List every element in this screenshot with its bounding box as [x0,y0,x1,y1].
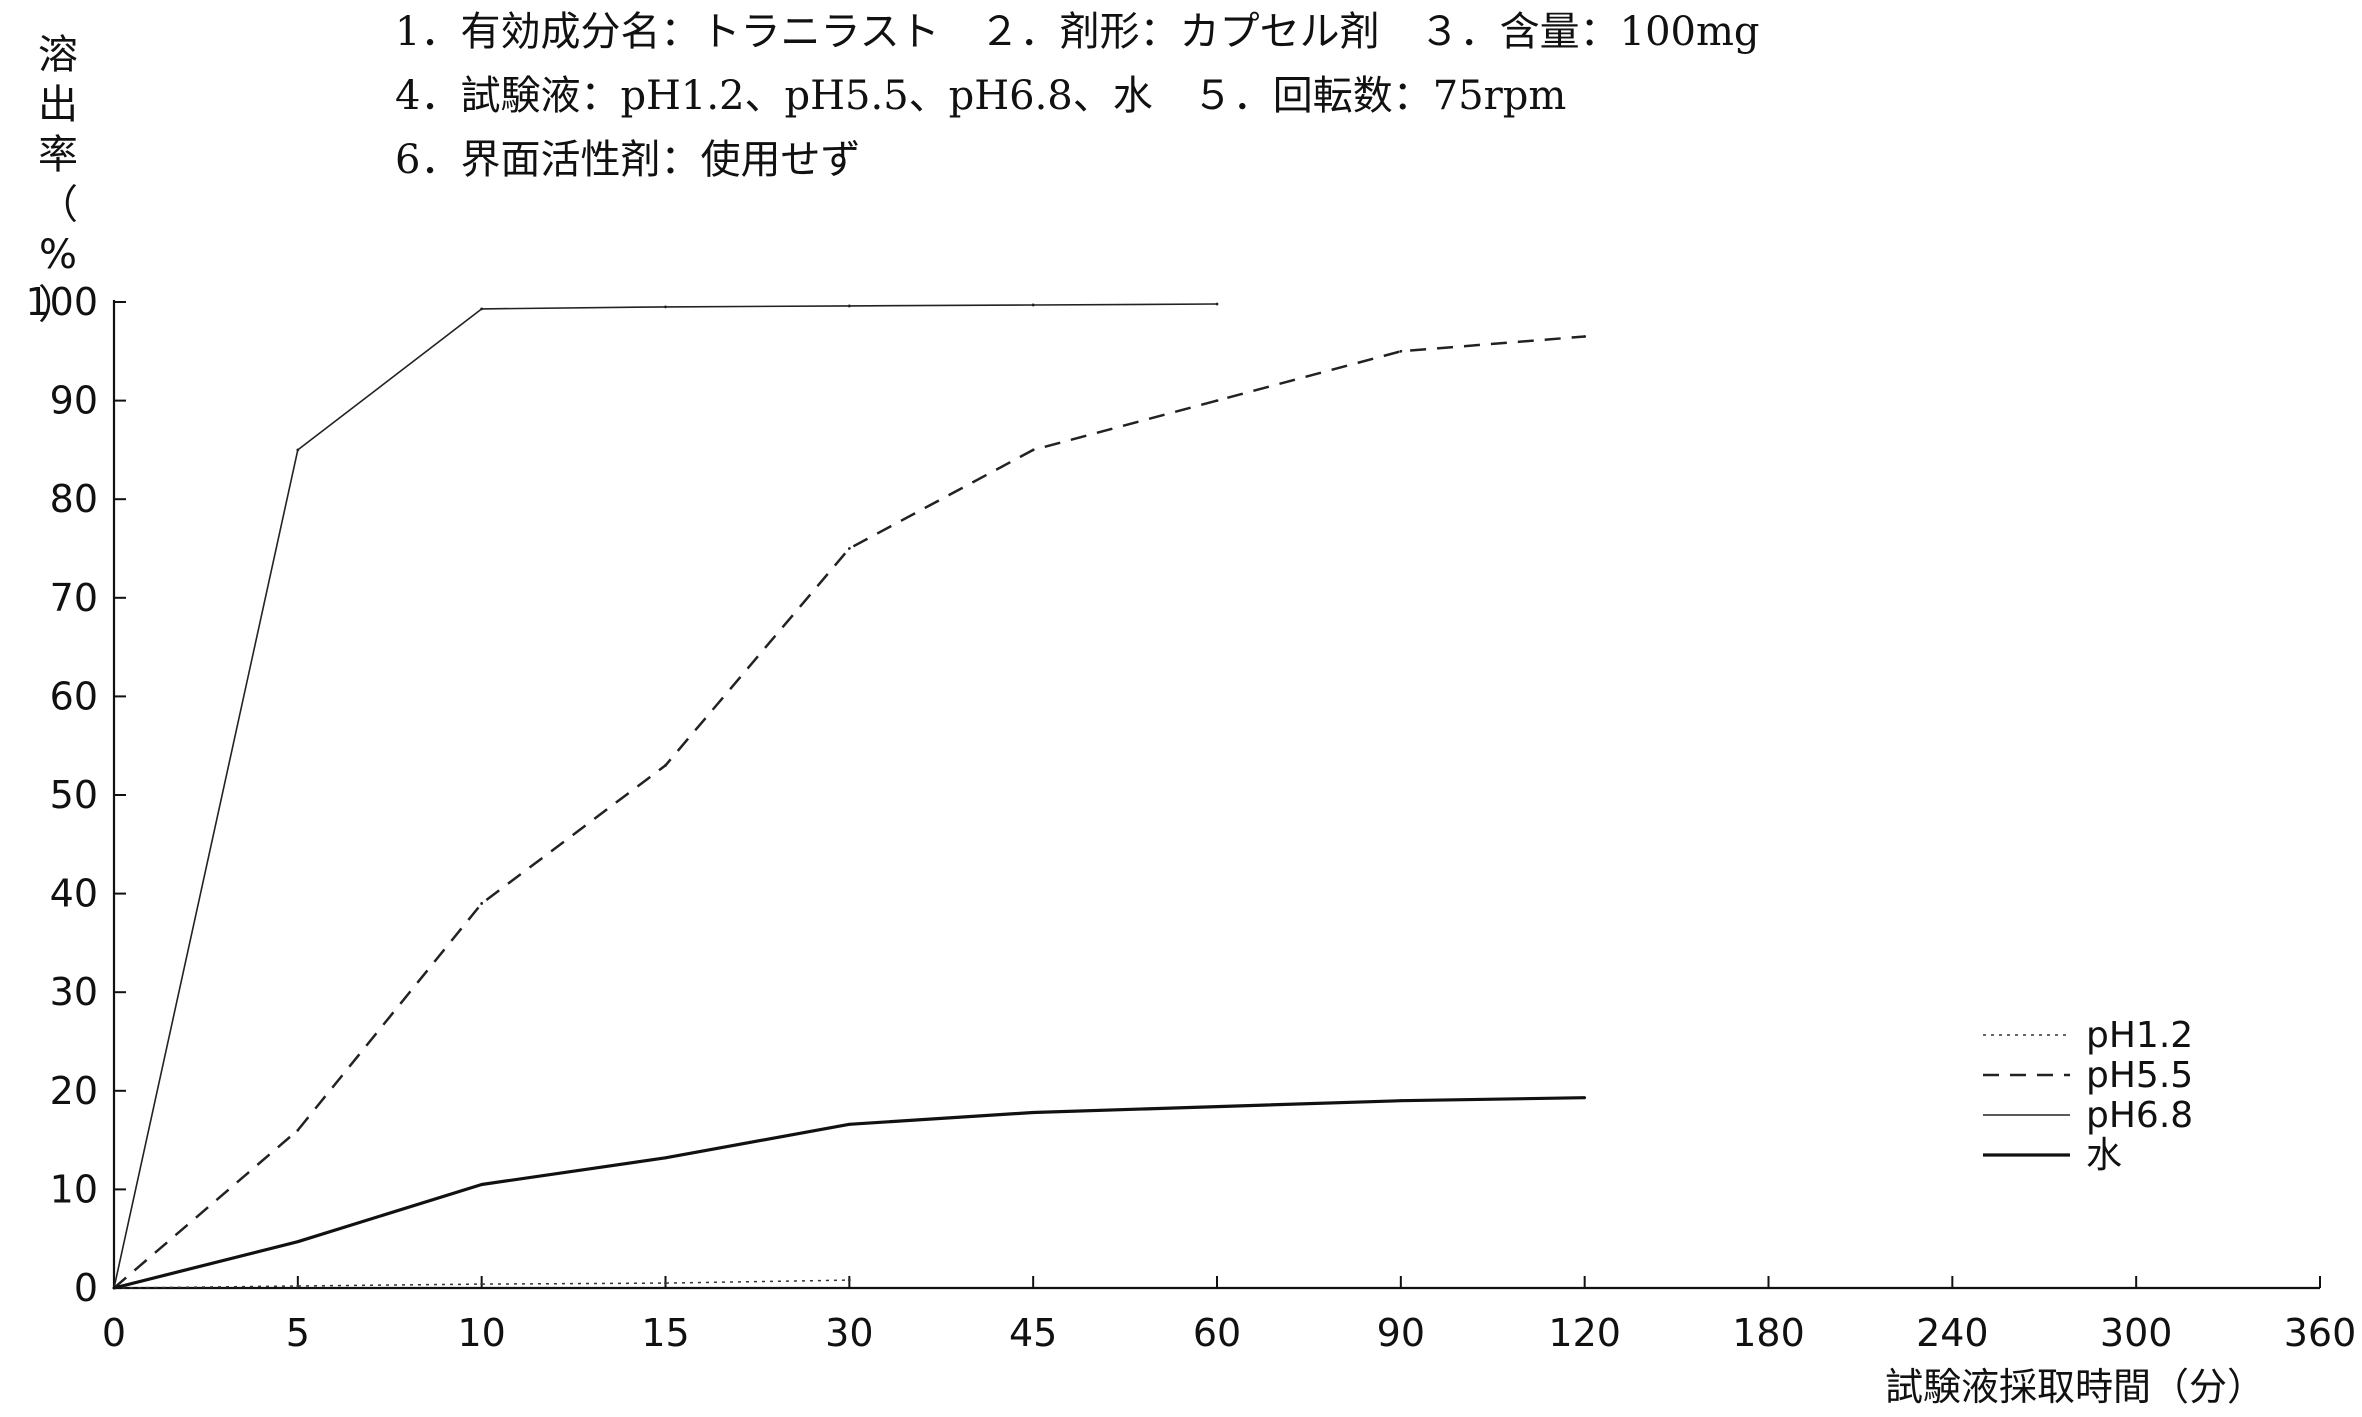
y-tick-label: 90 [50,379,98,423]
y-tick-label: 0 [74,1266,98,1310]
x-tick-label: 120 [1548,1311,1621,1355]
data-point-pH5.5 [480,902,484,905]
series-line-pH5.5 [113,335,1585,1289]
data-point-pH6.8 [296,448,300,452]
y-axis-title-char: 出 [38,82,78,128]
y-axis-title-char: 率 [38,132,78,178]
x-tick-label: 10 [457,1311,505,1355]
x-axis-title: 試験液採取時間（分） [1885,1365,2265,1409]
data-point-水 [1031,1111,1035,1114]
y-axis-title-char: （ [38,182,78,228]
data-point-pH1.2 [664,1281,667,1285]
y-tick-label: 50 [50,773,98,817]
series-line-pH6.8 [113,303,1218,1289]
x-tick-label: 5 [286,1311,310,1355]
data-point-pH5.5 [1031,448,1035,452]
legend-label: pH6.8 [2086,1095,2193,1136]
data-point-pH1.2 [480,1282,484,1286]
y-tick-label: 40 [50,872,98,916]
x-tick-label: 0 [102,1311,126,1355]
y-tick-label: 70 [50,576,98,620]
data-point-pH1.2 [847,1278,851,1282]
y-tick-label: 20 [50,1069,98,1113]
data-point-pH5.5 [296,1128,300,1132]
legend-label: pH1.2 [2086,1015,2193,1056]
legend-label: 水 [2086,1135,2122,1176]
series-lines [112,302,1587,1290]
y-tick-label: 10 [50,1167,98,1211]
data-point-pH6.8 [847,304,851,308]
data-point-水 [1399,1099,1403,1103]
data-point-pH5.5 [664,764,667,767]
data-point-水 [480,1183,484,1186]
data-point-水 [296,1240,300,1244]
y-axis-title-char: 溶 [38,32,78,78]
data-point-pH1.2 [296,1284,300,1288]
data-point-水 [112,1286,116,1290]
data-point-水 [1583,1096,1587,1100]
x-tick-label: 90 [1377,1311,1425,1355]
axes: 0 10 20 30 40 50 60 70 80 90 100 0 5 10 15 30 45 60 90 120 1… [25,280,2356,1409]
data-point-水 [847,1122,851,1126]
y-axis-title-char: ） [38,282,78,328]
data-point-水 [664,1156,667,1160]
x-tick-label: 45 [1009,1311,1057,1355]
y-axis-title: 溶出率（%） [28,30,88,330]
legend-label: pH5.5 [2086,1055,2193,1096]
x-tick-label: 300 [2100,1311,2173,1355]
x-tick-label: 30 [825,1311,873,1355]
data-point-pH5.5 [1583,335,1587,338]
data-point-pH6.8 [1031,303,1035,307]
x-tick-label: 60 [1193,1311,1241,1355]
header-line-1: 1．有効成分名：トラニラスト ２．剤形：カプセル剤 ３．含量：100mg [395,9,1760,55]
data-point-pH6.8 [664,305,667,309]
series-line-pH1.2 [113,1279,850,1289]
x-tick-label: 240 [1916,1311,1989,1355]
chart-header: 1．有効成分名：トラニラスト ２．剤形：カプセル剤 ３．含量：100mg 4．試… [395,0,1760,192]
y-axis-title-char: % [38,232,77,278]
series-line-水 [113,1096,1585,1290]
y-tick-label: 100 [25,280,98,324]
header-line-3: 6．界面活性剤：使用せず [395,137,861,183]
data-point-pH5.5 [1215,399,1219,402]
data-point-pH6.8 [1215,302,1219,306]
header-line-2: 4．試験液：pH1.2、pH5.5、pH6.8、水 ５．回転数：75rpm [395,73,1567,119]
x-tick-label: 180 [1732,1311,1805,1355]
y-tick-label: 80 [50,477,98,521]
x-tick-label: 360 [2284,1311,2357,1355]
data-point-pH5.5 [847,547,851,550]
data-point-水 [1215,1105,1219,1108]
x-tick-label: 15 [641,1311,689,1355]
y-tick-label: 60 [50,674,98,718]
y-tick-label: 30 [50,970,98,1014]
data-point-pH5.5 [1399,349,1403,353]
data-point-pH6.8 [480,307,484,311]
